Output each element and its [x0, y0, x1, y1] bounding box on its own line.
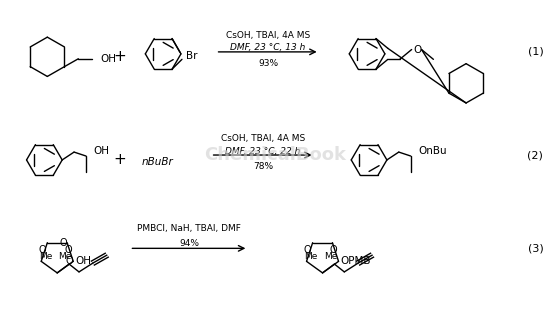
Text: CsOH, TBAI, 4A MS: CsOH, TBAI, 4A MS — [226, 31, 310, 40]
Text: O: O — [64, 244, 72, 254]
Text: OH: OH — [100, 54, 116, 64]
Text: O: O — [59, 238, 67, 248]
Text: Br: Br — [186, 51, 197, 61]
Text: (2): (2) — [527, 150, 543, 160]
Text: +: + — [113, 152, 126, 167]
Text: O: O — [304, 244, 311, 254]
Text: CsOH, TBAI, 4A MS: CsOH, TBAI, 4A MS — [221, 134, 305, 143]
Text: 94%: 94% — [179, 239, 199, 248]
Text: OH: OH — [75, 256, 91, 266]
Text: Me: Me — [304, 252, 317, 261]
Text: O: O — [39, 244, 46, 254]
Text: ChemicalBook: ChemicalBook — [204, 146, 346, 164]
Text: DMF, 23 °C, 13 h: DMF, 23 °C, 13 h — [230, 44, 306, 53]
Text: Me: Me — [39, 252, 52, 261]
Text: DMF, 23 °C, 22 h: DMF, 23 °C, 22 h — [225, 146, 301, 156]
Text: 78%: 78% — [253, 162, 273, 171]
Text: Me: Me — [324, 252, 337, 261]
Text: O: O — [65, 256, 73, 266]
Text: (3): (3) — [527, 243, 543, 253]
Text: O: O — [330, 244, 337, 254]
Text: OH: OH — [94, 146, 110, 156]
Text: +: + — [113, 49, 126, 64]
Text: OnBu: OnBu — [419, 146, 447, 156]
Text: nBuBr: nBuBr — [141, 157, 173, 167]
Text: (1): (1) — [527, 47, 543, 57]
Text: Me: Me — [59, 252, 72, 261]
Text: O: O — [413, 44, 422, 54]
Text: OPMB: OPMB — [340, 256, 371, 266]
Text: PMBCl, NaH, TBAI, DMF: PMBCl, NaH, TBAI, DMF — [137, 224, 241, 233]
Text: 93%: 93% — [258, 59, 278, 68]
